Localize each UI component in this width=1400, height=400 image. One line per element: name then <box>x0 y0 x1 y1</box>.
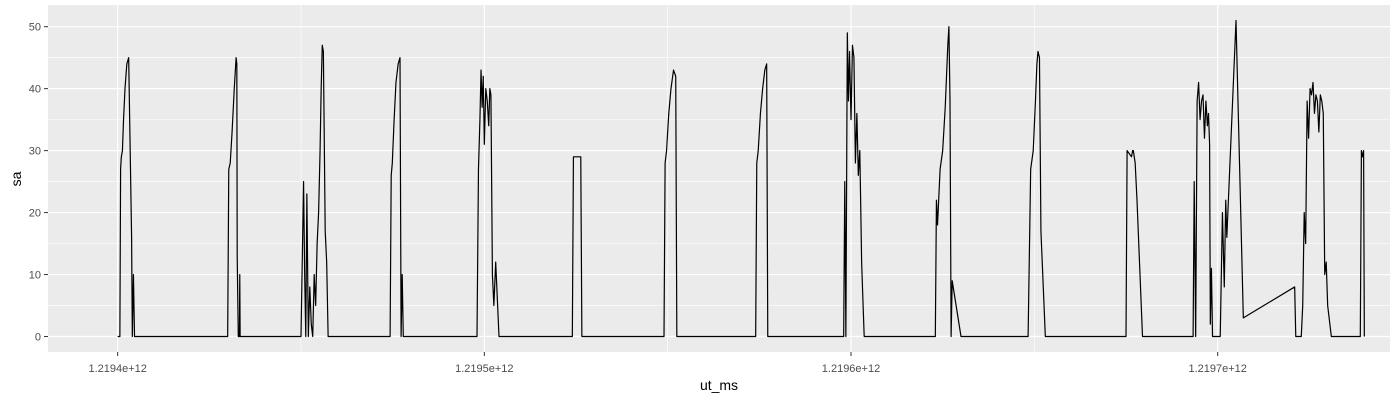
y-tick-label: 20 <box>29 208 41 220</box>
y-tick-label: 50 <box>29 22 41 34</box>
grid-minor <box>48 5 1390 352</box>
x-axis: 1.2194e+12 1.2195e+12 1.2196e+12 1.2197e+12 <box>88 352 1247 375</box>
y-axis: 0 10 20 30 40 50 <box>29 22 48 344</box>
panel-background <box>48 5 1390 352</box>
y-tick-label: 40 <box>29 84 41 96</box>
y-tick-label: 30 <box>29 146 41 158</box>
y-axis-title: sa <box>8 171 24 186</box>
y-tick-label: 0 <box>35 332 41 344</box>
series-layer <box>117 19 1365 338</box>
x-axis-title: ut_ms <box>700 377 738 393</box>
x-tick-label: 1.2194e+12 <box>88 363 146 375</box>
x-tick-label: 1.2196e+12 <box>822 363 880 375</box>
series-line-0 <box>117 19 1365 338</box>
x-tick-label: 1.2197e+12 <box>1188 363 1246 375</box>
y-tick-label: 10 <box>29 270 41 282</box>
x-tick-label: 1.2195e+12 <box>455 363 513 375</box>
